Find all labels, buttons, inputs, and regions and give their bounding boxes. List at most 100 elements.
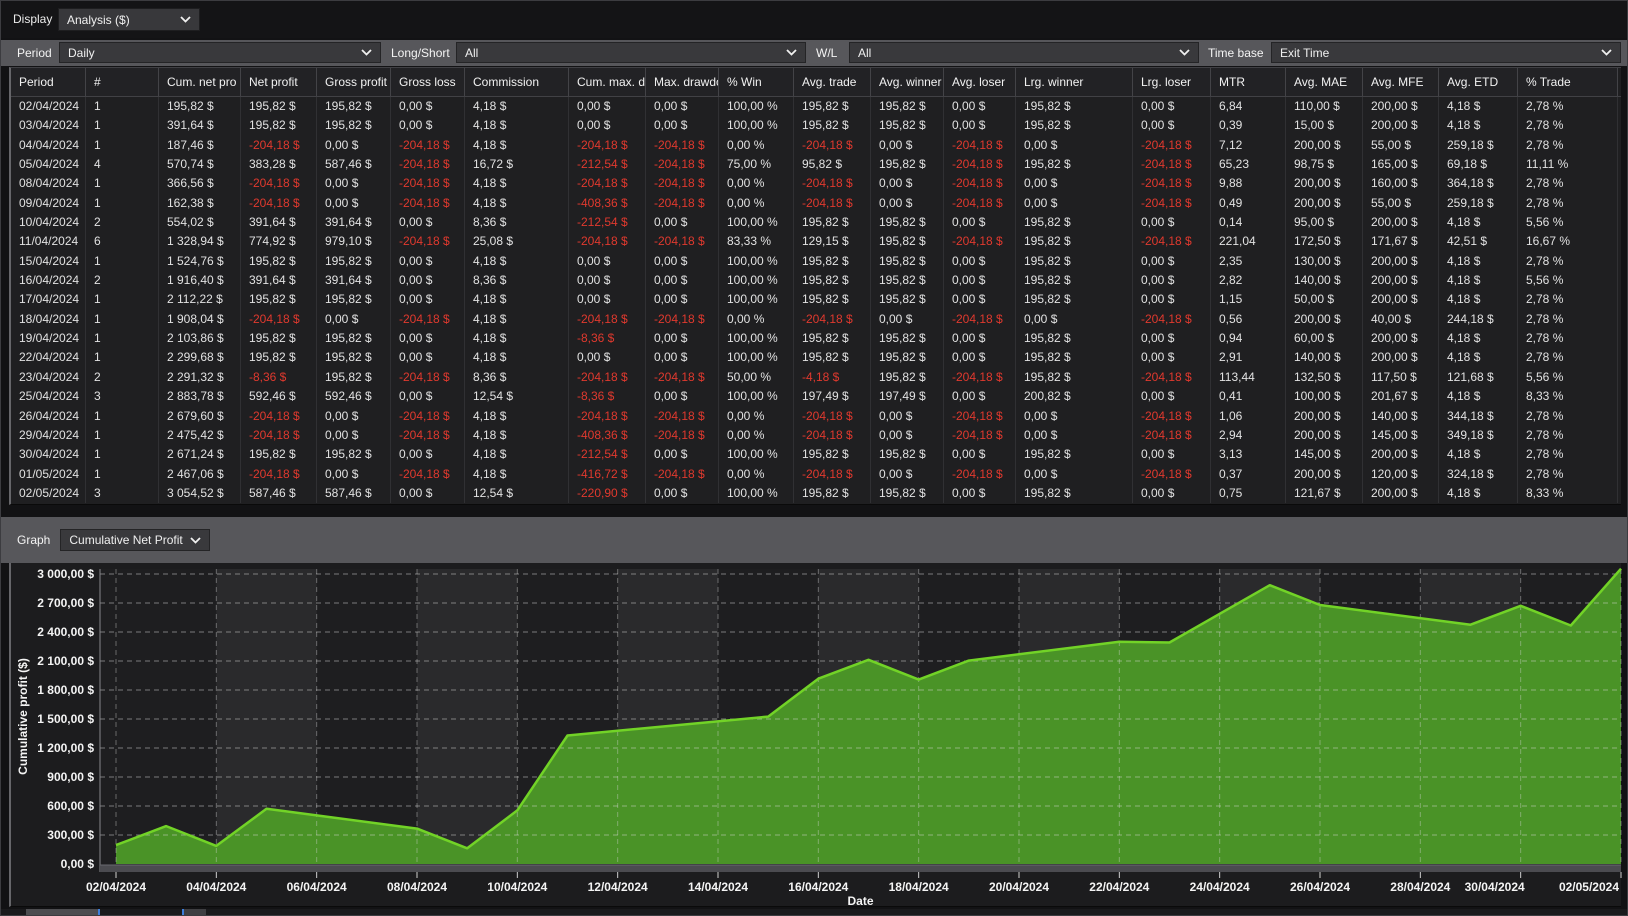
table-row-date[interactable]: 30/04/2024	[11, 445, 86, 465]
display-dropdown[interactable]: Analysis ($)	[58, 8, 200, 31]
table-cell: 1 524,76 $	[159, 251, 241, 272]
table-cell: 0,00 $	[391, 116, 465, 136]
table-cell: 195,82 $	[871, 348, 944, 368]
table-cell: 349,18 $	[1439, 425, 1518, 446]
table-cell: 4,18 $	[1439, 348, 1518, 368]
period-dropdown-value: Daily	[68, 45, 95, 60]
column-header-4[interactable]: Gross profit	[317, 68, 391, 96]
table-cell: 0,49	[1211, 193, 1286, 214]
table-row-date[interactable]: 26/04/2024	[11, 406, 86, 426]
timebase-dropdown[interactable]: Exit Time	[1271, 42, 1621, 63]
column-header-13[interactable]: Lrg. winner	[1016, 68, 1133, 96]
column-header-3[interactable]: Net profit	[241, 68, 317, 96]
column-header-17[interactable]: Avg. MFE	[1363, 68, 1439, 96]
table-cell: -204,18 $	[569, 309, 646, 330]
column-header-8[interactable]: Max. drawdo	[646, 68, 719, 96]
table-cell: 2,82	[1211, 271, 1286, 291]
table-cell: -204,18 $	[569, 135, 646, 156]
table-cell: 0,00 $	[391, 213, 465, 233]
table-row-date[interactable]: 23/04/2024	[11, 367, 86, 388]
table-row-date[interactable]: 25/04/2024	[11, 387, 86, 407]
svg-text:24/04/2024: 24/04/2024	[1190, 880, 1250, 894]
wl-dropdown[interactable]: All	[849, 42, 1199, 63]
table-cell: -204,18 $	[944, 367, 1016, 388]
table-body: 02/04/2024 1 195,82 $195,82 $195,82 $0,00 …	[11, 97, 1621, 504]
table-cell: 0,00 $	[1016, 193, 1133, 214]
table-row-date[interactable]: 11/04/2024	[11, 232, 86, 252]
table-cell: 2 291,32 $	[159, 367, 241, 388]
column-header-11[interactable]: Avg. winner	[871, 68, 944, 96]
table-row-date[interactable]: 02/04/2024	[11, 97, 86, 117]
column-header-10[interactable]: Avg. trade	[794, 68, 871, 96]
table-cell: -204,18 $	[1133, 464, 1211, 484]
table-row-date[interactable]: 01/05/2024	[11, 464, 86, 484]
table-cell: 195,82 $	[871, 232, 944, 252]
table-cell: 2,78 %	[1518, 251, 1618, 272]
column-header-18[interactable]: Avg. ETD	[1439, 68, 1518, 96]
table-cell: 0,00 $	[944, 329, 1016, 349]
table-row-date[interactable]: 10/04/2024	[11, 213, 86, 233]
svg-text:08/04/2024: 08/04/2024	[387, 880, 447, 894]
table-row-date[interactable]: 08/04/2024	[11, 174, 86, 194]
table-cell: 244,18 $	[1439, 309, 1518, 330]
table-cell: 0,00 $	[1133, 116, 1211, 136]
table-cell: 8,33 %	[1518, 483, 1618, 504]
svg-text:02/04/2024: 02/04/2024	[86, 880, 146, 894]
table-cell: 0,94	[1211, 329, 1286, 349]
column-header-16[interactable]: Avg. MAE	[1286, 68, 1363, 96]
table-cell: 0,00 $	[646, 116, 719, 136]
table-row-date[interactable]: 09/04/2024	[11, 193, 86, 214]
table-cell: 0,00 $	[1133, 290, 1211, 310]
table-row-date[interactable]: 04/04/2024	[11, 135, 86, 156]
table-cell: -204,18 $	[1133, 135, 1211, 156]
table-cell: 8,36 $	[465, 213, 569, 233]
column-header-5[interactable]: Gross loss	[391, 68, 465, 96]
table-cell: 2,78 %	[1518, 445, 1618, 465]
table-cell: 2 112,22 $	[159, 290, 241, 310]
table-row-date[interactable]: 22/04/2024	[11, 348, 86, 368]
table-row-date[interactable]: 02/05/2024	[11, 483, 86, 504]
table-cell: 1	[86, 251, 159, 272]
longshort-dropdown[interactable]: All	[456, 42, 806, 63]
table-row-date[interactable]: 16/04/2024	[11, 271, 86, 291]
horizontal-scrollbar	[1, 909, 1627, 915]
column-header-12[interactable]: Avg. loser	[944, 68, 1016, 96]
column-header-19[interactable]: % Trade	[1518, 68, 1618, 96]
table-row-date[interactable]: 29/04/2024	[11, 425, 86, 446]
graph-type-dropdown[interactable]: Cumulative Net Profit	[60, 529, 211, 551]
table-cell: 195,82 $	[871, 329, 944, 349]
column-header-1[interactable]: #	[86, 68, 159, 96]
svg-text:2 100,00 $: 2 100,00 $	[37, 654, 94, 668]
column-header-7[interactable]: Cum. max. d	[569, 68, 646, 96]
table-row-date[interactable]: 18/04/2024	[11, 309, 86, 330]
column-header-9[interactable]: % Win	[719, 68, 794, 96]
column-header-6[interactable]: Commission	[465, 68, 569, 96]
table-cell: 40,00 $	[1363, 309, 1439, 330]
table-cell: 50,00 $	[1286, 290, 1363, 310]
table-cell: 1	[86, 135, 159, 156]
table-row-date[interactable]: 05/04/2024	[11, 155, 86, 175]
scrollbar-thumb[interactable]	[26, 909, 98, 915]
column-header-2[interactable]: Cum. net pro	[159, 68, 241, 96]
svg-text:3 000,00 $: 3 000,00 $	[37, 567, 94, 581]
scrollbar-segment[interactable]	[184, 909, 206, 915]
table-cell: -204,18 $	[1133, 406, 1211, 426]
table-row-date[interactable]: 17/04/2024	[11, 290, 86, 310]
table-cell: 200,00 $	[1363, 329, 1439, 349]
table-cell: 195,82 $	[794, 329, 871, 349]
table-cell: 195,82 $	[1016, 155, 1133, 175]
table-row-date[interactable]: 19/04/2024	[11, 329, 86, 349]
column-header-15[interactable]: MTR	[1211, 68, 1286, 96]
table-cell: 0,00 $	[871, 174, 944, 194]
table-cell: 0,00 $	[1016, 464, 1133, 484]
table-cell: 0,00 %	[719, 135, 794, 156]
table-cell: 171,67 $	[1363, 232, 1439, 252]
table-row-date[interactable]: 15/04/2024	[11, 251, 86, 272]
period-dropdown[interactable]: Daily	[59, 42, 381, 63]
table-cell: 195,82 $	[241, 329, 317, 349]
column-header-14[interactable]: Lrg. loser	[1133, 68, 1211, 96]
column-header-0[interactable]: Period	[11, 68, 86, 96]
table-cell: 0,14	[1211, 213, 1286, 233]
table-cell: 0,00 $	[569, 97, 646, 117]
table-row-date[interactable]: 03/04/2024	[11, 116, 86, 136]
